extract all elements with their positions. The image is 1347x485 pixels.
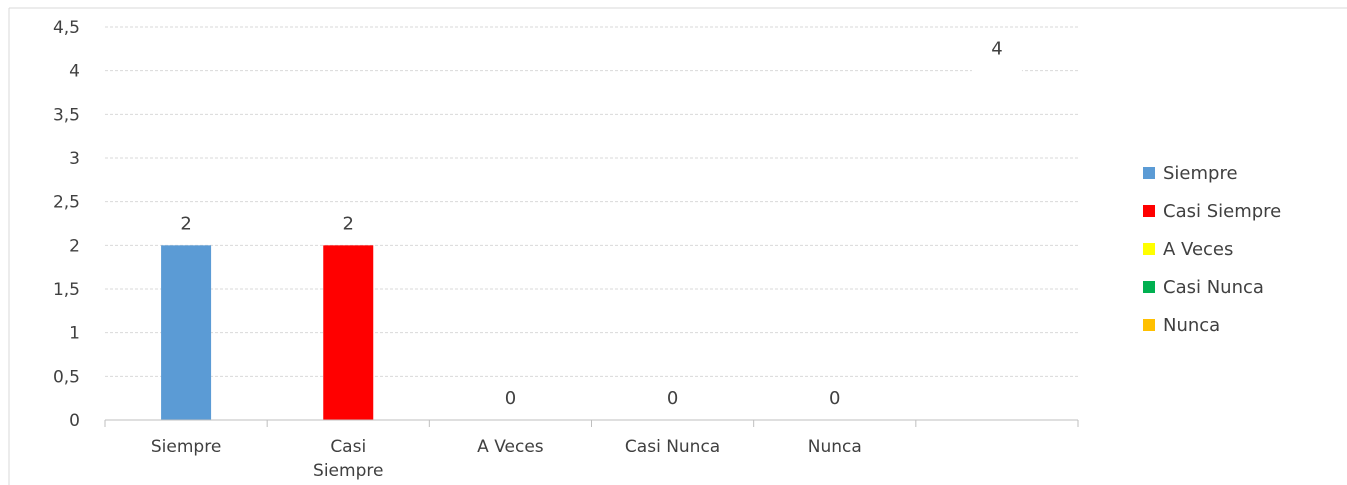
data-label: 0 <box>505 388 516 409</box>
legend-label: Casi Nunca <box>1163 277 1264 298</box>
y-tick-label: 3 <box>69 149 80 169</box>
y-tick-label: 1,5 <box>53 280 80 300</box>
data-label: 0 <box>829 388 840 409</box>
x-tick-label: Nunca <box>808 437 862 457</box>
legend-label: A Veces <box>1163 239 1233 260</box>
y-tick-label: 1 <box>69 324 80 344</box>
y-tick-label: 4,5 <box>53 18 80 38</box>
y-tick-label: 0,5 <box>53 367 80 387</box>
gridlines <box>105 26 1078 377</box>
legend-swatch <box>1143 205 1155 217</box>
y-tick-label: 4 <box>69 62 80 82</box>
bar-siempre <box>161 245 212 420</box>
legend-swatch <box>1143 319 1155 331</box>
y-axis-tick-labels: 0 0,5 1 1,5 2 2,5 3 3,5 4 4,5 <box>53 18 80 431</box>
x-tick-label: Siempre <box>313 461 383 481</box>
legend-swatch <box>1143 281 1155 293</box>
y-tick-label: 3,5 <box>53 105 80 125</box>
data-label: 2 <box>180 213 191 234</box>
x-tick-label: Casi <box>330 437 366 457</box>
legend-label: Nunca <box>1163 315 1220 336</box>
x-axis: Siempre Casi Siempre A Veces Casi Nunca Nunca <box>104 419 1079 481</box>
data-label-background <box>971 36 1022 85</box>
data-label: 4 <box>991 39 1002 60</box>
y-tick-label: 2 <box>69 236 80 256</box>
legend-swatch <box>1143 167 1155 179</box>
data-labels: 2 2 0 0 0 4 <box>180 36 1022 409</box>
x-tick-label: A Veces <box>477 437 544 457</box>
legend-swatch <box>1143 243 1155 255</box>
data-label: 2 <box>343 213 354 234</box>
x-tick-label: Casi Nunca <box>625 437 720 457</box>
data-label: 0 <box>667 388 678 409</box>
y-tick-label: 2,5 <box>53 193 80 213</box>
legend-label: Siempre <box>1163 163 1238 184</box>
legend-label: Casi Siempre <box>1163 201 1281 222</box>
x-tick-label: Siempre <box>151 437 221 457</box>
legend: Siempre Casi Siempre A Veces Casi Nunca Nunc… <box>1143 163 1281 336</box>
bar-casi-siempre <box>323 245 374 420</box>
bars <box>161 245 374 420</box>
y-tick-label: 0 <box>69 411 80 431</box>
